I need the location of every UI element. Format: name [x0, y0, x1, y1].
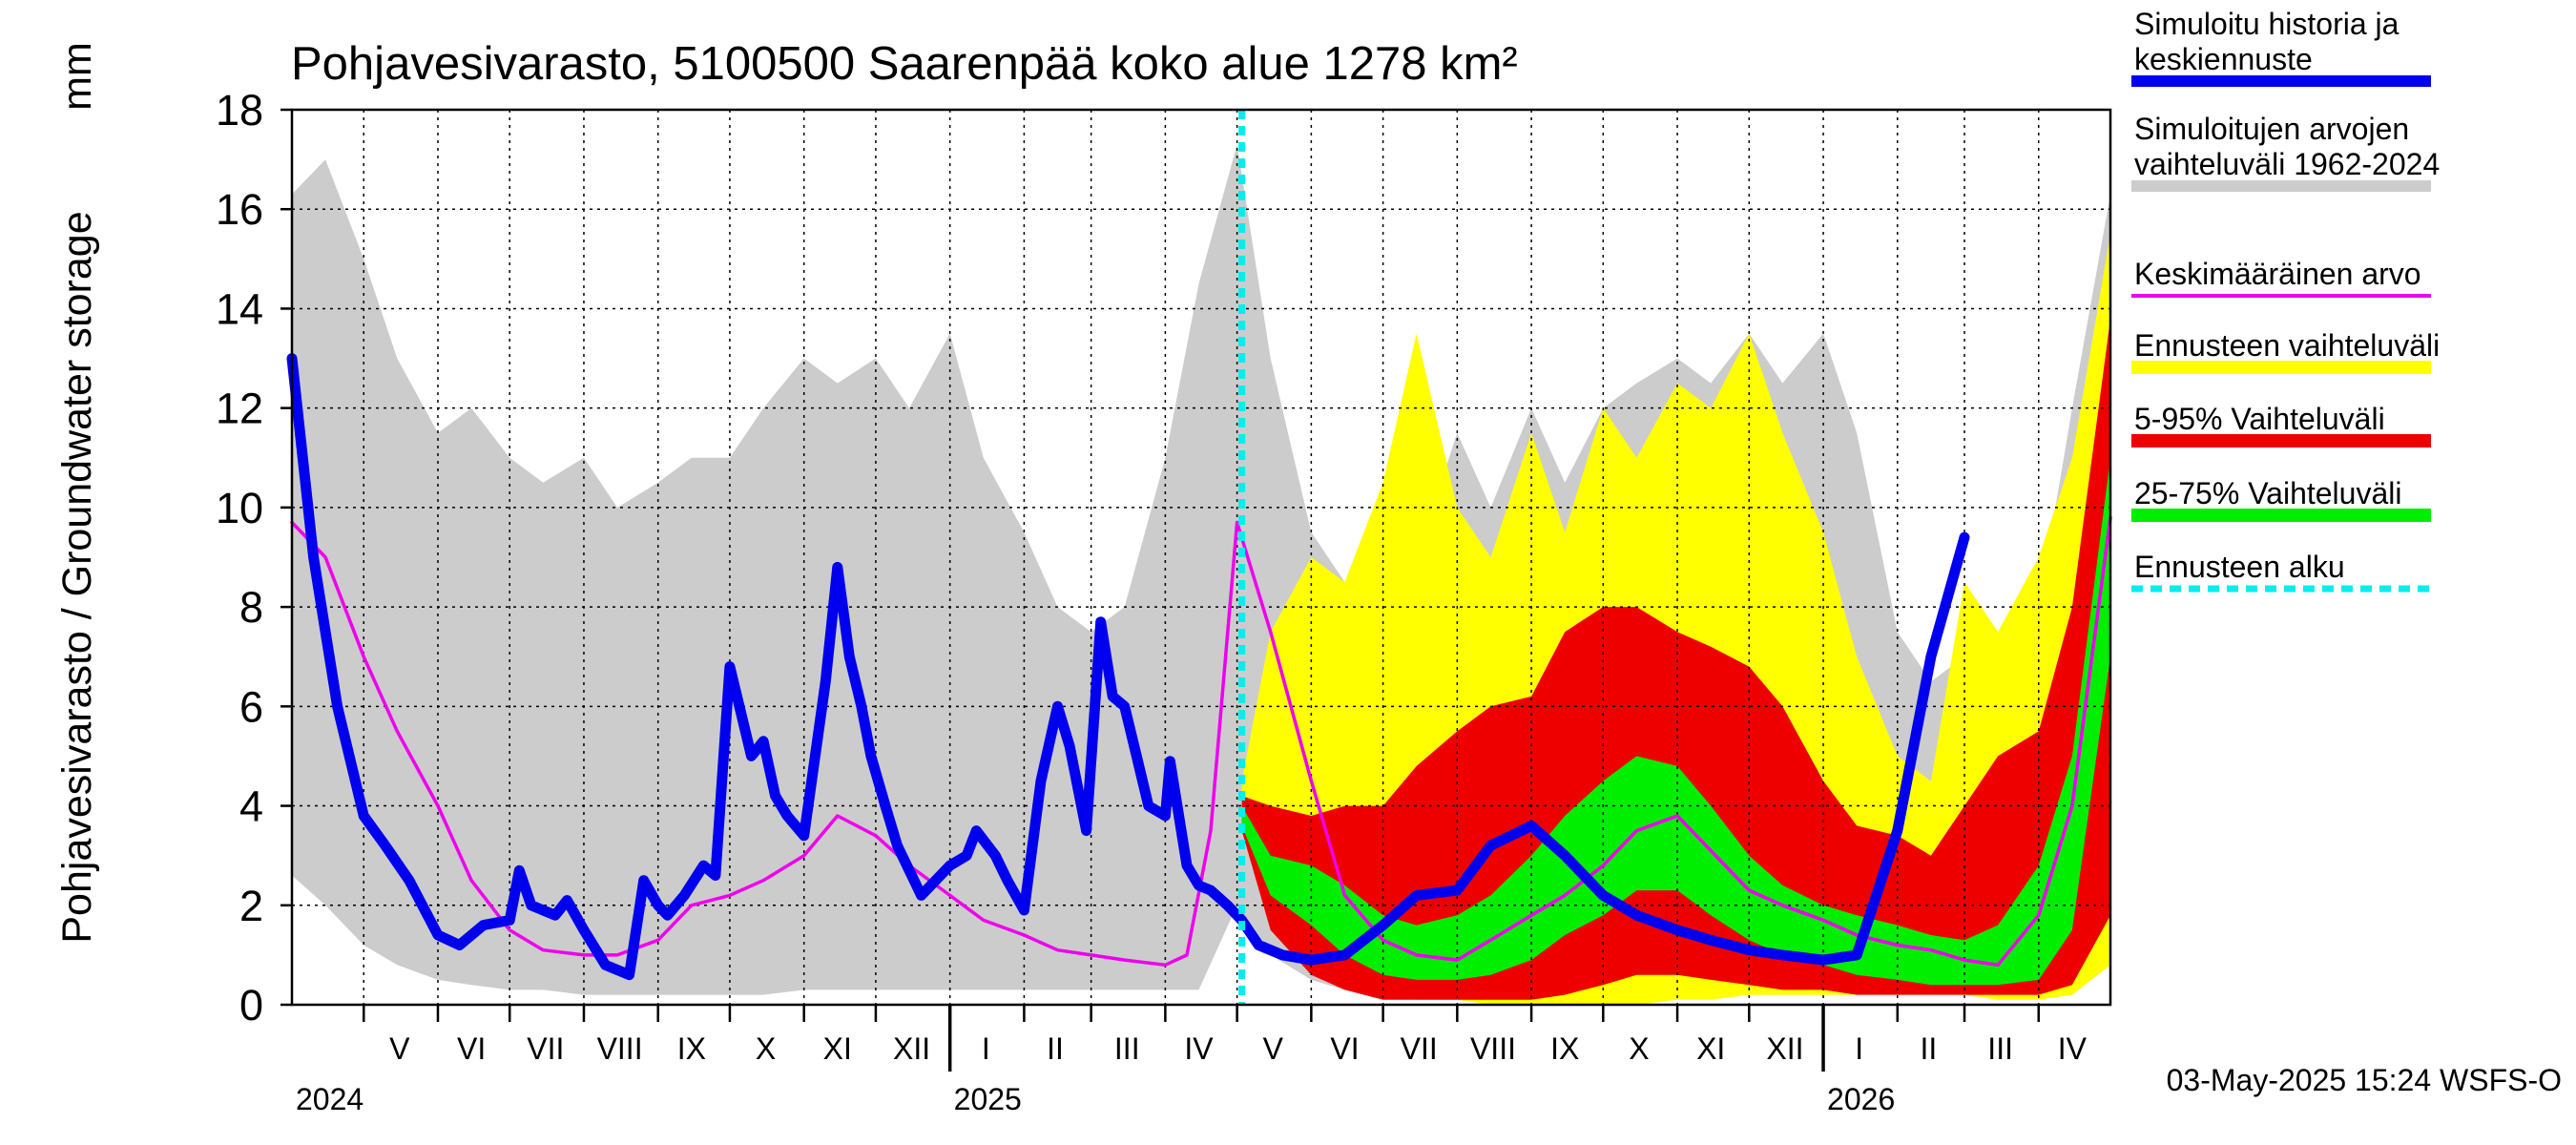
- legend-label-range: vaihteluväli 1962-2024: [2134, 147, 2440, 181]
- x-year-label: 2026: [1827, 1082, 1895, 1116]
- x-month-label: X: [1629, 1031, 1649, 1066]
- y-tick-label: 0: [239, 981, 263, 1030]
- legend-label-sim: keskiennuste: [2134, 42, 2313, 76]
- x-year-label: 2024: [296, 1082, 364, 1116]
- legend-label-range: Simuloitujen arvojen: [2134, 112, 2409, 146]
- y-tick-label: 8: [239, 583, 263, 632]
- x-month-label: VI: [1330, 1031, 1359, 1066]
- x-month-label: III: [1114, 1031, 1140, 1066]
- legend-label-fc_range: Ennusteen vaihteluväli: [2134, 328, 2440, 363]
- x-month-label: XII: [893, 1031, 930, 1066]
- x-month-label: VIII: [597, 1031, 643, 1066]
- y-tick-label: 18: [216, 86, 263, 135]
- lines-layer: [286, 110, 2112, 1005]
- y-axis-label: Pohjavesivarasto / Groundwater storage: [54, 211, 100, 943]
- x-month-label: IX: [677, 1031, 706, 1066]
- legend-label-sim: Simuloitu historia ja: [2134, 7, 2399, 41]
- sim-line: [286, 353, 1970, 981]
- y-tick-label: 10: [216, 484, 263, 532]
- x-month-label: IX: [1550, 1031, 1579, 1066]
- y-tick-label: 4: [239, 782, 263, 831]
- forecast-areas-layer: [1241, 234, 2110, 1006]
- x-month-label: IV: [2058, 1031, 2088, 1066]
- x-month-label: XI: [1696, 1031, 1725, 1066]
- x-month-label: VII: [1401, 1031, 1438, 1066]
- x-month-label: II: [1921, 1031, 1938, 1066]
- legend-label-fc_start: Ennusteen alku: [2134, 550, 2345, 584]
- y-tick-label: 12: [216, 385, 263, 433]
- x-month-label: V: [1263, 1031, 1284, 1066]
- x-month-label: II: [1047, 1031, 1064, 1066]
- y-tick-label: 14: [216, 284, 263, 333]
- x-month-label: I: [982, 1031, 990, 1066]
- legend-label-mean: Keskimääräinen arvo: [2134, 257, 2421, 291]
- grid-layer: [292, 110, 2110, 1005]
- x-month-label: VII: [527, 1031, 564, 1066]
- y-tick-label: 6: [239, 682, 263, 731]
- footer-timestamp: 03-May-2025 15:24 WSFS-O: [2167, 1063, 2562, 1097]
- x-month-label: XII: [1766, 1031, 1803, 1066]
- x-month-label: XI: [823, 1031, 852, 1066]
- x-month-label: X: [756, 1031, 776, 1066]
- p5_95-band: [1241, 318, 2110, 1000]
- x-month-label: III: [1987, 1031, 2013, 1066]
- x-month-label: I: [1855, 1031, 1863, 1066]
- y-tick-label: 16: [216, 185, 263, 234]
- x-month-label: VI: [457, 1031, 486, 1066]
- x-month-label: V: [389, 1031, 410, 1066]
- x-month-label: IV: [1184, 1031, 1214, 1066]
- legend-label-p25_75: 25-75% Vaihteluväli: [2134, 476, 2401, 510]
- y-tick-label: 2: [239, 882, 263, 930]
- chart-title: Pohjavesivarasto, 5100500 Saarenpää koko…: [291, 38, 1518, 90]
- legend-label-p5_95: 5-95% Vaihteluväli: [2134, 402, 2385, 436]
- y-axis-unit: mm: [54, 42, 100, 111]
- x-year-label: 2025: [954, 1082, 1022, 1116]
- plot-frame: [290, 108, 2112, 1007]
- x-month-label: VIII: [1470, 1031, 1516, 1066]
